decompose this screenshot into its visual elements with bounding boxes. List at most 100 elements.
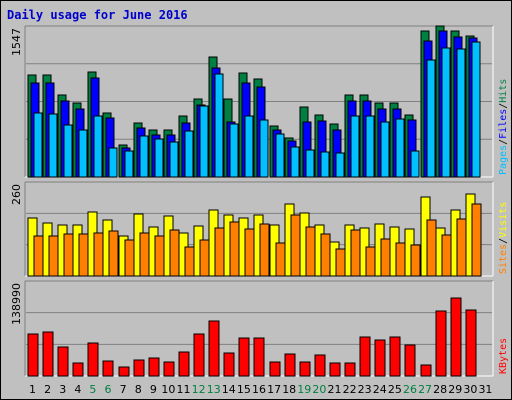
x-tick-label-day-29: 29 xyxy=(448,383,462,396)
bar-pages-day-20 xyxy=(320,151,330,178)
x-tick-label-day-26: 26 xyxy=(403,383,417,396)
bar-pages-day-18 xyxy=(290,146,300,178)
bar-pages-day-21 xyxy=(335,152,345,178)
bar-pages-day-15 xyxy=(244,115,254,178)
bar-sites-day-24 xyxy=(380,238,391,277)
x-tick-label-day-4: 4 xyxy=(74,383,81,396)
x-tick-label-day-12: 12 xyxy=(192,383,206,396)
x-tick-label-day-31: 31 xyxy=(478,383,492,396)
bar-kbytes-day-6 xyxy=(102,360,114,377)
bar-kbytes-day-28 xyxy=(435,310,447,377)
bar-sites-day-19 xyxy=(305,226,316,277)
bar-sites-day-1 xyxy=(33,235,44,277)
bar-sites-day-12 xyxy=(199,239,210,277)
x-tick-label-day-14: 14 xyxy=(222,383,236,396)
legend-visits-sites: Sites/Visits xyxy=(498,202,509,274)
y-max-label: 138990 xyxy=(10,283,23,325)
bar-sites-day-16 xyxy=(259,223,270,277)
x-tick-label-day-16: 16 xyxy=(252,383,266,396)
bar-sites-day-6 xyxy=(108,230,119,277)
bar-sites-day-29 xyxy=(456,218,467,277)
bar-kbytes-day-30 xyxy=(465,309,477,377)
bar-sites-day-28 xyxy=(441,234,452,277)
bar-kbytes-day-25 xyxy=(389,336,401,377)
bar-kbytes-day-13 xyxy=(208,320,220,377)
bar-pages-day-29 xyxy=(456,48,466,178)
bar-kbytes-day-29 xyxy=(450,297,462,377)
bar-pages-day-26 xyxy=(410,150,420,178)
legend-item: / xyxy=(498,139,509,145)
x-tick-label-day-10: 10 xyxy=(161,383,175,396)
bar-kbytes-day-15 xyxy=(238,337,250,377)
x-tick-label-day-30: 30 xyxy=(463,383,477,396)
bar-kbytes-day-9 xyxy=(148,357,160,377)
bar-pages-day-25 xyxy=(395,118,405,178)
bar-kbytes-day-5 xyxy=(87,342,99,377)
bar-sites-day-14 xyxy=(229,221,240,277)
bar-sites-day-11 xyxy=(184,246,195,277)
bar-kbytes-day-22 xyxy=(344,362,356,377)
x-tick-label-day-5: 5 xyxy=(89,383,96,396)
bar-sites-day-4 xyxy=(78,233,89,277)
x-tick-label-day-21: 21 xyxy=(327,383,341,396)
legend-item: Visits xyxy=(498,202,509,238)
bar-pages-day-19 xyxy=(305,149,315,178)
bar-pages-day-27 xyxy=(426,59,436,178)
y-max-label: 260 xyxy=(10,184,23,205)
x-tick-label-day-9: 9 xyxy=(150,383,157,396)
x-tick-label-day-15: 15 xyxy=(237,383,251,396)
legend-item: / xyxy=(498,103,509,109)
bar-sites-day-18 xyxy=(290,214,301,277)
x-tick-label-day-17: 17 xyxy=(267,383,281,396)
bar-kbytes-day-26 xyxy=(404,344,416,377)
legend-kbytes: KBytes xyxy=(498,338,509,374)
bar-sites-day-13 xyxy=(214,227,225,277)
x-tick-label-day-13: 13 xyxy=(207,383,221,396)
bar-kbytes-day-1 xyxy=(27,333,39,377)
bar-pages-day-30 xyxy=(471,41,481,178)
x-tick-label-day-22: 22 xyxy=(343,383,357,396)
bar-sites-day-2 xyxy=(48,235,59,277)
x-tick-label-day-18: 18 xyxy=(282,383,296,396)
bar-sites-day-8 xyxy=(139,232,150,277)
bar-kbytes-day-11 xyxy=(178,351,190,377)
legend-hits-files-pages: Pages/Files/Hits xyxy=(498,79,509,175)
bar-sites-day-17 xyxy=(275,242,286,277)
bar-kbytes-day-14 xyxy=(223,352,235,377)
bar-sites-day-9 xyxy=(154,235,165,277)
bar-kbytes-day-12 xyxy=(193,333,205,377)
bar-kbytes-day-27 xyxy=(420,364,432,377)
bar-kbytes-day-7 xyxy=(118,366,130,377)
x-tick-label-day-25: 25 xyxy=(388,383,402,396)
bar-pages-day-8 xyxy=(139,135,149,178)
bar-pages-day-11 xyxy=(184,130,194,178)
bar-pages-day-22 xyxy=(350,115,360,178)
bar-sites-day-3 xyxy=(63,233,74,277)
x-tick-label-day-28: 28 xyxy=(433,383,447,396)
bar-pages-day-17 xyxy=(275,133,285,178)
bar-pages-day-1 xyxy=(33,112,43,178)
legend-item: Pages xyxy=(498,145,509,175)
bar-kbytes-day-20 xyxy=(314,354,326,377)
bar-kbytes-day-16 xyxy=(253,337,265,377)
bar-sites-day-20 xyxy=(320,233,331,277)
x-tick-label-day-20: 20 xyxy=(312,383,326,396)
bar-kbytes-day-19 xyxy=(299,361,311,377)
bar-pages-day-6 xyxy=(108,147,118,178)
bar-kbytes-day-18 xyxy=(284,353,296,377)
x-tick-label-day-19: 19 xyxy=(297,383,311,396)
bar-sites-day-10 xyxy=(169,229,180,277)
bar-pages-day-14 xyxy=(229,123,239,178)
bar-kbytes-day-4 xyxy=(72,362,84,377)
bar-pages-day-10 xyxy=(169,141,179,178)
x-tick-label-day-1: 1 xyxy=(29,383,36,396)
bar-sites-day-21 xyxy=(335,248,346,277)
x-tick-label-day-11: 11 xyxy=(177,383,191,396)
x-tick-label-day-6: 6 xyxy=(105,383,112,396)
bar-kbytes-day-24 xyxy=(374,339,386,377)
bar-kbytes-day-21 xyxy=(329,362,341,377)
x-tick-label-day-3: 3 xyxy=(59,383,66,396)
bar-pages-day-3 xyxy=(63,124,73,178)
